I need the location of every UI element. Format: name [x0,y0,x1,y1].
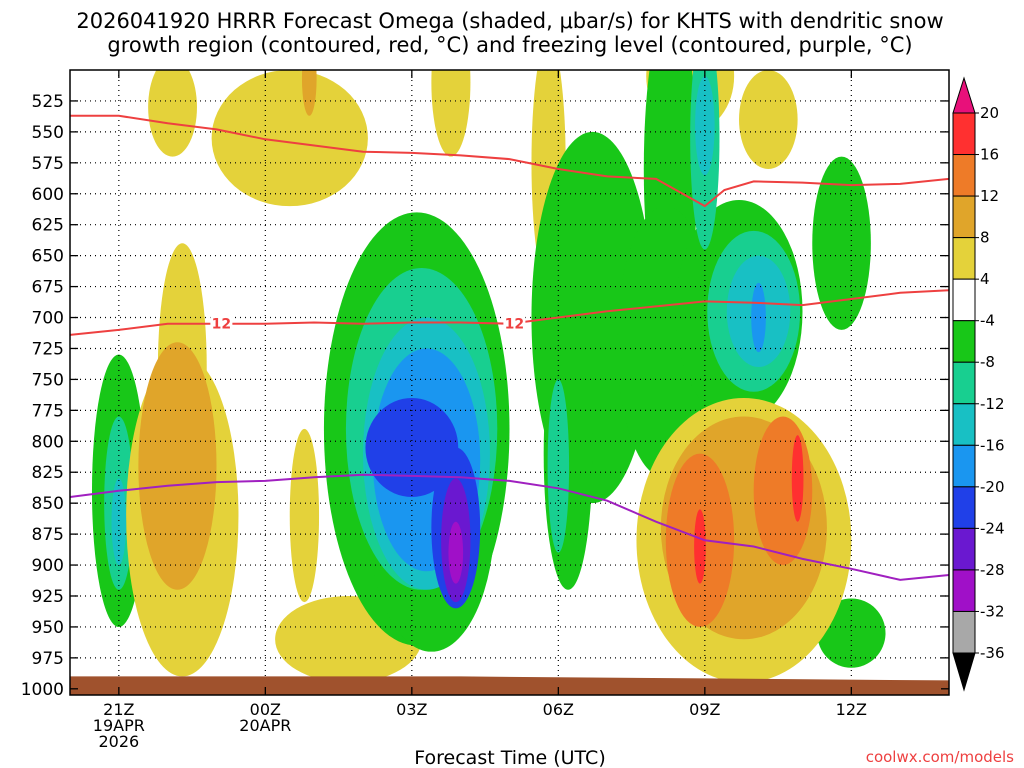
y-tick-label-575: 575 [32,154,64,174]
y-tick-label-550: 550 [32,123,64,143]
x-tick-label-12Z-0: 12Z [836,700,867,719]
colorbar-label-5: -4 [980,312,995,330]
y-tick-label-700: 700 [32,309,64,329]
omega-blob-8 [301,70,317,116]
colorbar-segment-7 [952,361,976,405]
x-axis-label: Forecast Time (UTC) [414,747,605,768]
ground-surface [70,676,949,695]
omega-blob-40 [753,416,813,566]
colorbar: 20 16 12 8 4 -4 -8 -12 -16 -20 -24 -28 -32 -36 [952,76,1005,692]
y-tick-label-725: 725 [32,339,64,359]
colorbar-label-2: 12 [980,187,999,205]
colorbar-label-6: -8 [980,353,995,371]
y-tick-label-800: 800 [32,432,64,452]
chart-title-line2: growth region (contoured, red, °C) and f… [107,33,912,57]
y-tick-label-900: 900 [32,556,64,576]
y-tick-label-825: 825 [32,463,64,483]
contour-lines: 12 12 [70,114,949,695]
y-tick-label-850: 850 [32,494,64,514]
y-tick-label-950: 950 [32,618,64,638]
colorbar-segment-3 [952,195,976,239]
omega-blob-6 [148,70,197,157]
colorbar-segment-11 [952,527,976,571]
omega-blob-42 [791,435,804,522]
x-tick-label-00Z-1: 20APR [239,716,291,735]
colorbar-under-arrow [952,652,976,692]
colorbar-segment-2 [952,154,976,197]
omega-blob-7 [211,70,368,207]
colorbar-segment-10 [952,486,976,529]
contour-label-bg-1 [503,315,526,331]
omega-blob-23 [448,521,464,584]
colorbar-label-1: 16 [980,146,999,164]
colorbar-segment-6 [952,320,976,363]
colorbar-label-9: -20 [980,478,1005,496]
x-tick-label-03Z-0: 03Z [396,700,427,719]
colorbar-segment-13 [952,610,976,654]
chart-title-line1: 2026041920 HRRR Forecast Omega (shaded, … [76,9,943,33]
colorbar-segment-8 [952,403,976,446]
x-tick-label-21Z-1: 19APR [93,716,145,735]
y-tick-label-775: 775 [32,401,64,421]
contour-label-1: 12 [505,317,524,333]
omega-blob-11 [431,70,471,157]
y-tick-label-975: 975 [32,649,64,669]
freezing-level-contour [70,473,949,581]
credit-text: coolwx.com/models [866,748,1014,766]
omega-blob-32 [547,379,570,553]
colorbar-label-8: -16 [980,436,1005,454]
y-tick-label-650: 650 [32,247,64,267]
dgz-upper-contour [70,114,949,208]
omega-blob-5 [138,342,217,590]
omega-blob-14 [739,70,798,170]
x-tick-label-21Z-0: 21Z [103,700,134,719]
colorbar-segment-4 [952,237,976,280]
colorbar-label-7: -12 [980,395,1005,413]
y-tick-label-525: 525 [32,92,64,112]
contour-label-0: 12 [212,317,231,333]
y-tick-label-875: 875 [32,525,64,545]
y-tick-label-750: 750 [32,370,64,390]
omega-blob-2 [111,478,127,566]
x-tick-label-09Z-0: 09Z [689,700,720,719]
colorbar-segment-5 [952,278,976,322]
colorbar-label-13: -36 [980,644,1005,662]
axes: 525 550 575 600 625 650 675 700 725 750 775 800 825 8… [21,69,950,751]
colorbar-label-0: 20 [980,104,999,122]
y-tick-label-925: 925 [32,587,64,607]
x-tick-label-21Z-2: 2026 [98,732,139,751]
omega-blob-29 [812,156,871,330]
colorbar-segment-9 [952,444,976,488]
omega-blob-41 [694,509,706,584]
colorbar-label-4: 4 [980,270,990,288]
y-tick-label-600: 600 [32,185,64,205]
colorbar-label-11: -28 [980,561,1005,579]
contour-label-bg-0 [210,315,233,331]
colorbar-label-10: -24 [980,519,1005,537]
omega-blob-35 [751,282,766,353]
plot-frame [69,69,950,696]
colorbar-over-arrow [952,76,976,114]
colorbar-segment-1 [952,112,976,156]
y-tick-label-675: 675 [32,278,64,298]
colorbar-segment-12 [952,569,976,612]
x-tick-label-06Z-0: 06Z [543,700,574,719]
y-tick-label-1000: 1000 [21,680,64,700]
x-tick-label-00Z-0: 00Z [250,700,281,719]
colorbar-label-3: 8 [980,229,990,247]
y-tick-label-625: 625 [32,216,64,236]
omega-blob-10 [289,428,320,603]
colorbar-label-12: -32 [980,602,1005,620]
dotted-grid [70,70,949,695]
